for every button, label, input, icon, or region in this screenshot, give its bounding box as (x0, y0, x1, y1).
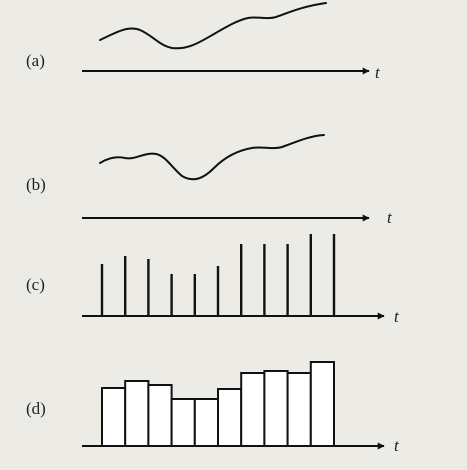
panel-d-bar (263, 370, 289, 447)
panel-a-continuous-curve (99, 2, 327, 50)
panel-d-bar (170, 398, 196, 447)
panel-d-bars (101, 361, 335, 447)
panel-d-time-label: t (394, 436, 400, 455)
panel-a-time-label: t (375, 63, 381, 82)
panel-b: (b) t (26, 134, 393, 227)
panel-d-bar (286, 372, 312, 447)
panel-b-time-label: t (387, 208, 393, 227)
panel-d-bar (101, 387, 127, 447)
panel-d-bar (217, 388, 243, 447)
panel-a: (a) t (26, 2, 381, 82)
panel-d-bar (193, 398, 220, 447)
panel-b-label: (b) (26, 175, 46, 194)
panel-d: (d) t (26, 361, 400, 455)
panel-d-bar (309, 361, 335, 447)
panel-b-continuous-curve (99, 134, 325, 181)
panel-d-label: (d) (26, 399, 46, 418)
panel-d-bar (147, 384, 173, 447)
panel-c-label: (c) (26, 275, 45, 294)
panel-d-bar (240, 372, 266, 447)
panel-a-label: (a) (26, 51, 45, 70)
panel-c-time-label: t (394, 307, 400, 326)
panel-c: (c) t (26, 234, 400, 326)
panel-c-stems (100, 234, 336, 316)
panel-d-bar (124, 380, 150, 447)
